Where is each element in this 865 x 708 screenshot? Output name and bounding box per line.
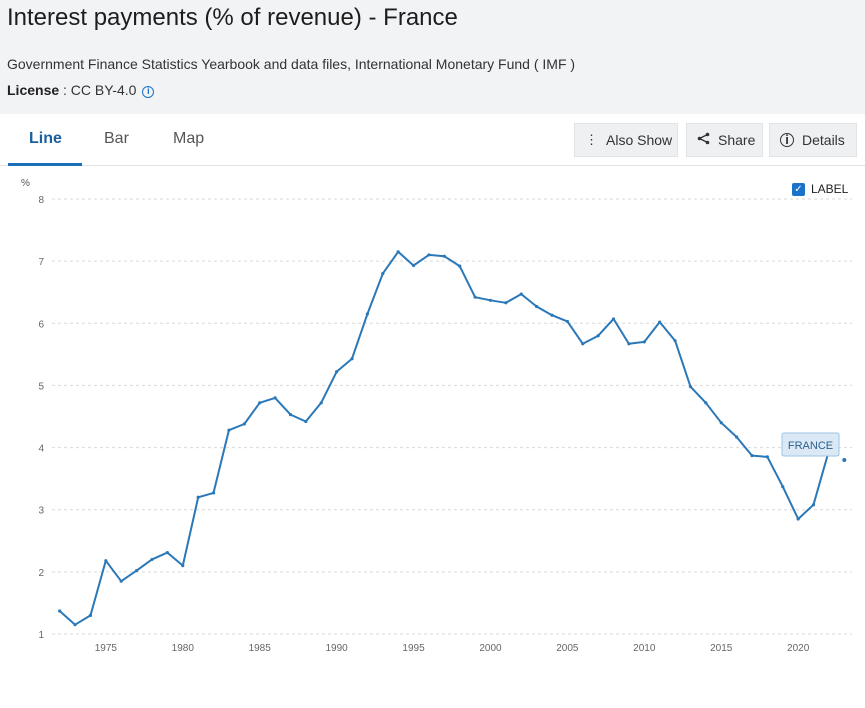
license-value: : CC BY-4.0 [59,82,137,98]
license-line: License : CC BY-4.0 i [7,82,155,98]
tab-bar-chart[interactable]: Bar [104,130,129,147]
info-icon[interactable]: i [142,86,155,98]
page-title: Interest payments (% of revenue) - Franc… [7,4,458,31]
chart-card: Line Bar Map ⋮ Also Show Share i Details… [0,114,865,708]
tab-bar: Line Bar Map ⋮ Also Show Share i Details [0,114,865,166]
share-icon [697,132,710,148]
details-label: Details [802,132,845,148]
source-text: Government Finance Statistics Yearbook a… [7,56,576,72]
license-label: License [7,82,60,98]
info-circle-icon: i [780,133,794,147]
share-button[interactable]: Share [686,123,763,157]
kebab-icon: ⋮ [585,132,598,147]
also-show-label: Also Show [606,132,673,148]
active-tab-indicator [8,163,82,166]
label-toggle-text: LABEL [811,182,849,196]
header-panel: Interest payments (% of revenue) - Franc… [0,0,865,114]
details-button[interactable]: i Details [769,123,857,157]
label-toggle[interactable]: ✓ LABEL [792,182,848,196]
tab-line[interactable]: Line [29,130,62,147]
share-label: Share [718,132,756,148]
tab-map[interactable]: Map [173,130,205,147]
also-show-button[interactable]: ⋮ Also Show [574,123,678,157]
checkbox-checked-icon[interactable]: ✓ [792,182,805,196]
